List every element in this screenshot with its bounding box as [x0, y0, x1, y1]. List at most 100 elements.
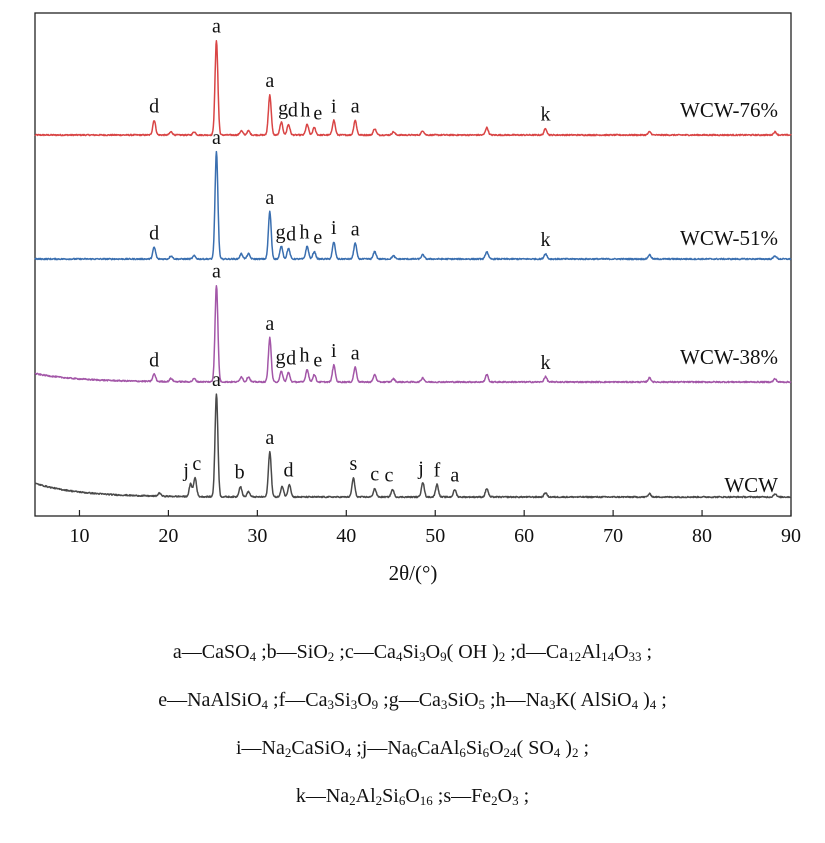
peak-label: g — [278, 97, 288, 119]
peak-label: g — [275, 347, 285, 369]
peak-label: d — [149, 95, 159, 117]
legend-dash: — — [276, 641, 297, 663]
formula-part: Ca — [373, 641, 396, 663]
formula-part: Na — [261, 737, 285, 759]
formula-part: O — [425, 641, 441, 663]
legend-separator: ; — [518, 785, 530, 807]
formula-part: 2 — [375, 793, 383, 808]
peak-label: a — [212, 260, 221, 282]
formula-part: Si — [465, 737, 483, 759]
formula-part: Ca — [418, 689, 441, 711]
x-tick-label: 70 — [603, 525, 623, 547]
formula-part: 4 — [261, 697, 269, 712]
formula-part: 14 — [601, 649, 615, 664]
xrd-trace — [34, 393, 792, 499]
x-tick-label: 50 — [425, 525, 445, 547]
series-names: WCW-76% WCW-51% WCW-38% WCW — [680, 98, 778, 497]
legend-letter: e — [158, 689, 168, 711]
peak-label: d — [149, 222, 159, 244]
formula-part: 4 — [344, 745, 352, 760]
peak-label: d — [286, 224, 296, 246]
peak-label: j — [182, 459, 189, 481]
peak-label: a — [265, 70, 274, 92]
formula-part: ( SO — [516, 737, 554, 759]
formula-part: 6 — [459, 745, 466, 760]
formula-part: Na — [387, 737, 411, 759]
xrd-trace — [34, 40, 792, 137]
formula-part: 3 — [419, 649, 426, 664]
legend-separator: ; — [485, 689, 496, 711]
x-tick-label: 80 — [692, 525, 712, 547]
formula-part: 4 — [553, 745, 561, 760]
legend-letter: i — [235, 737, 242, 759]
formula-part: Na — [525, 689, 549, 711]
formula-part: 24 — [503, 745, 517, 760]
formula-part: 3 — [327, 697, 335, 712]
formula-part: 2 — [284, 745, 292, 760]
formula-part: 16 — [419, 793, 433, 808]
x-tick-label: 20 — [158, 525, 178, 547]
xrd-trace — [34, 285, 792, 384]
legend-letter: g — [388, 689, 399, 711]
peak-label: d — [283, 459, 293, 481]
peak-label: h — [300, 100, 310, 122]
legend-dash: — — [367, 737, 388, 759]
formula-part: O — [614, 641, 629, 663]
peak-label: e — [313, 350, 322, 372]
traces — [34, 40, 792, 499]
legend-letter: d — [515, 641, 526, 663]
peak-label: h — [299, 221, 309, 243]
formula-part: Al — [355, 785, 376, 807]
legend-letter: k — [295, 785, 306, 807]
peak-label: c — [192, 453, 201, 475]
formula-part: 2 — [571, 745, 579, 760]
formula-part: 3 — [350, 697, 358, 712]
legend-item: i—Na2CaSiO4 ; — [236, 737, 362, 759]
series-name: WCW-51% — [680, 226, 778, 250]
legend-letter: h — [495, 689, 506, 711]
formula-part: 33 — [628, 649, 642, 664]
formula-part: ) — [560, 737, 572, 759]
peak-label: d — [286, 348, 296, 370]
formula-part: Al — [581, 641, 602, 663]
legend-item: j—Na6CaAl6Si6O24( SO4 )2 ; — [362, 737, 589, 759]
legend-item: a—CaSO4 ; — [173, 641, 267, 663]
legend-dash: — — [241, 737, 262, 759]
peak-label: d — [149, 350, 159, 372]
peak-label: a — [351, 342, 360, 364]
legend-letter: s — [443, 785, 452, 807]
legend-letter: a — [172, 641, 182, 663]
legend-separator: ; — [505, 641, 516, 663]
legend-letter: b — [266, 641, 277, 663]
legend-line: e—NaAlSiO4 ;f—Ca3Si3O9 ;g—Ca3SiO5 ;h—Na3… — [0, 676, 825, 724]
peak-label: c — [370, 464, 379, 486]
legend-line: a—CaSO4 ;b—SiO2 ;c—Ca4Si3O9( OH )2 ;d—Ca… — [0, 628, 825, 676]
legend-separator: ; — [578, 737, 589, 759]
legend-letter: j — [361, 737, 368, 759]
formula-part: 2 — [491, 793, 498, 808]
formula-part: 4 — [631, 697, 639, 712]
x-axis-label: 2θ/(°) — [389, 561, 438, 585]
legend-dash: — — [505, 689, 526, 711]
peak-label: k — [541, 352, 551, 374]
legend-letter: f — [278, 689, 286, 711]
formula-part: 6 — [398, 793, 406, 808]
peak-label: e — [313, 227, 322, 249]
x-tick-label: 30 — [247, 525, 267, 547]
formula-part: 9 — [440, 649, 447, 664]
peak-label: g — [275, 221, 285, 243]
peak-label: a — [265, 187, 274, 209]
peak-label: j — [417, 457, 424, 479]
legend-separator: ; — [378, 689, 389, 711]
legend-item: c—Ca4Si3O9( OH )2 ; — [345, 641, 516, 663]
legend-separator: ; — [256, 641, 267, 663]
peak-label: k — [541, 229, 551, 251]
peak-label: i — [331, 217, 337, 239]
formula-part: 4 — [395, 649, 403, 664]
peak-label: a — [212, 16, 221, 38]
x-axis: 10 20 30 40 50 60 70 80 90 — [69, 510, 801, 547]
formula-part: Na — [325, 785, 350, 807]
x-tick-label: 90 — [781, 525, 801, 547]
legend-item: h—Na3K( AlSiO4 )4 ; — [496, 689, 667, 711]
